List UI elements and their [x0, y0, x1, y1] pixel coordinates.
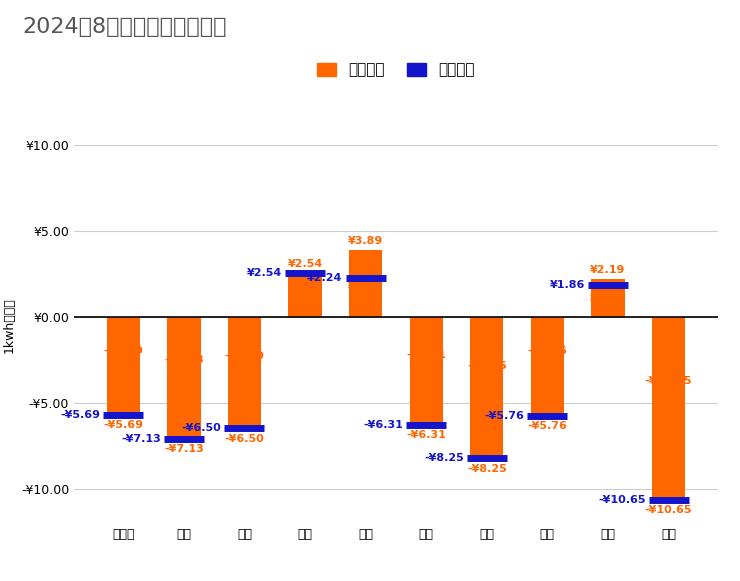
Text: -¥6.50: -¥6.50: [181, 424, 221, 433]
Text: -¥5.76: -¥5.76: [528, 346, 568, 356]
Text: -¥5.69: -¥5.69: [104, 346, 144, 356]
Text: ¥3.89: ¥3.89: [348, 282, 383, 292]
Text: -¥8.25: -¥8.25: [467, 464, 507, 474]
Text: -¥7.13: -¥7.13: [121, 434, 161, 444]
Text: ¥2.19: ¥2.19: [591, 265, 625, 275]
Text: -¥6.50: -¥6.50: [224, 351, 264, 361]
Text: -¥7.13: -¥7.13: [164, 354, 204, 365]
Bar: [652, 317, 685, 500]
Bar: [289, 273, 322, 317]
Text: -¥10.65: -¥10.65: [645, 505, 693, 515]
Text: ¥2.54: ¥2.54: [287, 292, 323, 302]
Text: -¥6.31: -¥6.31: [406, 350, 446, 360]
Text: -¥10.65: -¥10.65: [645, 376, 693, 386]
Text: -¥8.25: -¥8.25: [467, 361, 507, 371]
Text: ¥3.89: ¥3.89: [348, 236, 383, 246]
Bar: [349, 250, 383, 317]
Text: -¥7.13: -¥7.13: [164, 444, 204, 454]
Text: ¥2.54: ¥2.54: [287, 259, 323, 269]
Text: ¥2.19: ¥2.19: [591, 295, 625, 305]
Bar: [531, 317, 564, 416]
Text: -¥6.31: -¥6.31: [406, 431, 446, 440]
Text: -¥5.69: -¥5.69: [104, 419, 144, 430]
Text: -¥8.25: -¥8.25: [424, 454, 464, 464]
Legend: 自由料金, 規制料金: 自由料金, 規制料金: [312, 56, 480, 84]
Text: -¥5.69: -¥5.69: [60, 410, 100, 419]
Text: -¥5.76: -¥5.76: [528, 421, 568, 431]
Bar: [409, 317, 443, 425]
Y-axis label: 1kwhあたり: 1kwhあたり: [2, 297, 16, 353]
Text: -¥6.31: -¥6.31: [363, 420, 403, 430]
Text: -¥6.50: -¥6.50: [224, 433, 264, 443]
Text: ¥2.54: ¥2.54: [246, 268, 282, 278]
Text: -¥10.65: -¥10.65: [598, 494, 645, 505]
Text: ¥2.24: ¥2.24: [307, 273, 343, 284]
Bar: [167, 317, 201, 439]
Bar: [228, 317, 261, 428]
Text: 2024年8月の燃料費調整単価: 2024年8月の燃料費調整単価: [22, 17, 226, 37]
Text: -¥5.76: -¥5.76: [485, 411, 525, 421]
Bar: [591, 279, 625, 317]
Text: ¥1.86: ¥1.86: [550, 280, 585, 290]
Bar: [107, 317, 140, 414]
Bar: [470, 317, 503, 458]
